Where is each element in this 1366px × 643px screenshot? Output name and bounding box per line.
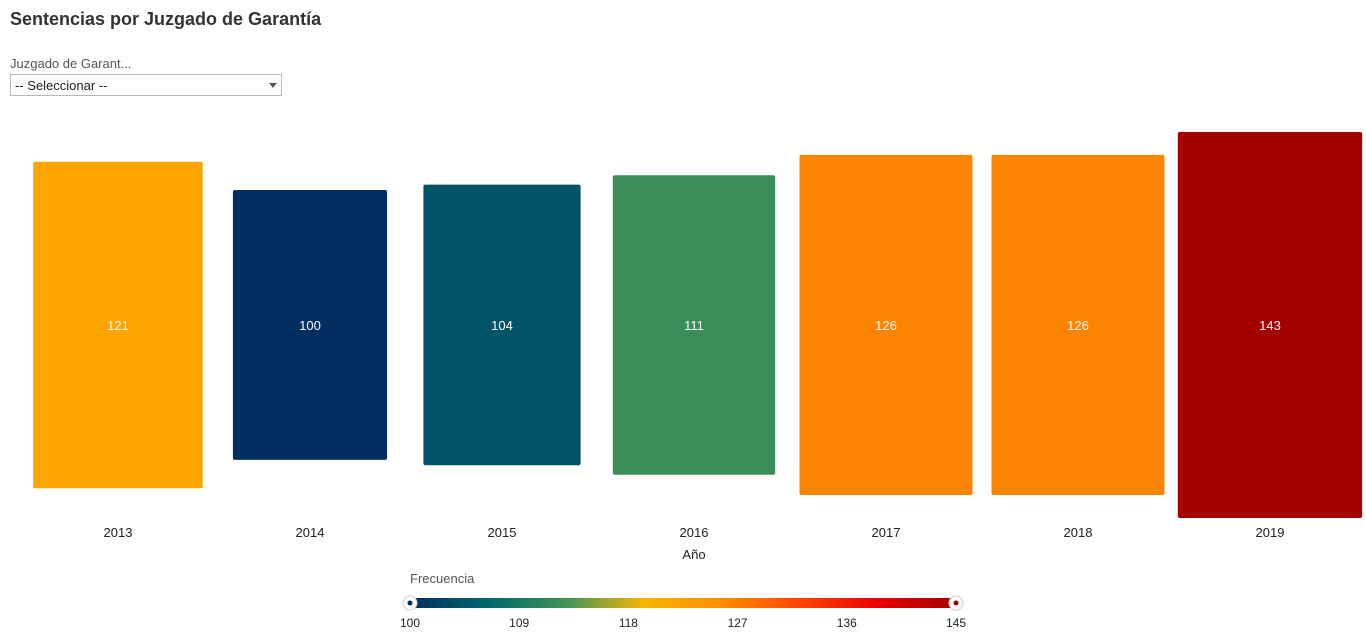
court-filter-select[interactable]: -- Seleccionar -- <box>10 74 282 96</box>
data-label-2015: 104 <box>491 318 513 333</box>
x-tick-label-2014: 2014 <box>296 525 325 540</box>
x-axis-label: Año <box>682 547 705 562</box>
bar-2013 <box>33 161 203 489</box>
legend-tick-100: 100 <box>400 616 420 630</box>
bar-chart: 121 2013 100 2014 104 2015 111 2016 126 2017 126 20… <box>33 132 1363 562</box>
bar-2015 <box>423 184 581 466</box>
bar-2018 <box>991 154 1165 495</box>
page-title: Sentencias por Juzgado de Garantía <box>10 9 322 29</box>
x-tick-label-2019: 2019 <box>1256 525 1285 540</box>
data-label-2019: 143 <box>1259 318 1281 333</box>
legend-max-handle-dot <box>953 600 959 606</box>
data-label-2017: 126 <box>875 318 897 333</box>
legend-tick-145: 145 <box>946 616 966 630</box>
legend-tick-118: 118 <box>619 616 638 630</box>
data-label-2018: 126 <box>1067 318 1089 333</box>
data-label-2016: 111 <box>684 318 704 333</box>
legend-min-handle-dot <box>407 600 413 606</box>
court-filter-label: Juzgado de Garant... <box>10 56 132 71</box>
legend-tick-109: 109 <box>509 616 529 630</box>
legend-gradient-bar <box>410 598 956 608</box>
bar-2019 <box>1177 132 1363 518</box>
bar-2014 <box>232 190 387 460</box>
data-label-2014: 100 <box>299 318 321 333</box>
bar-2017 <box>799 154 973 495</box>
legend-tick-127: 127 <box>728 616 748 630</box>
x-tick-label-2016: 2016 <box>680 525 709 540</box>
legend-tick-136: 136 <box>837 616 857 630</box>
color-legend: 100 109 118 127 136 145 <box>400 595 966 630</box>
x-tick-label-2015: 2015 <box>488 525 517 540</box>
data-label-2013: 121 <box>107 318 129 333</box>
x-tick-label-2013: 2013 <box>104 525 133 540</box>
chevron-down-icon <box>269 83 277 88</box>
x-tick-label-2017: 2017 <box>872 525 901 540</box>
bar-2016 <box>612 175 776 475</box>
court-filter-selected-value: -- Seleccionar -- <box>15 77 108 93</box>
legend-title: Frecuencia <box>410 571 475 586</box>
x-tick-label-2018: 2018 <box>1064 525 1093 540</box>
